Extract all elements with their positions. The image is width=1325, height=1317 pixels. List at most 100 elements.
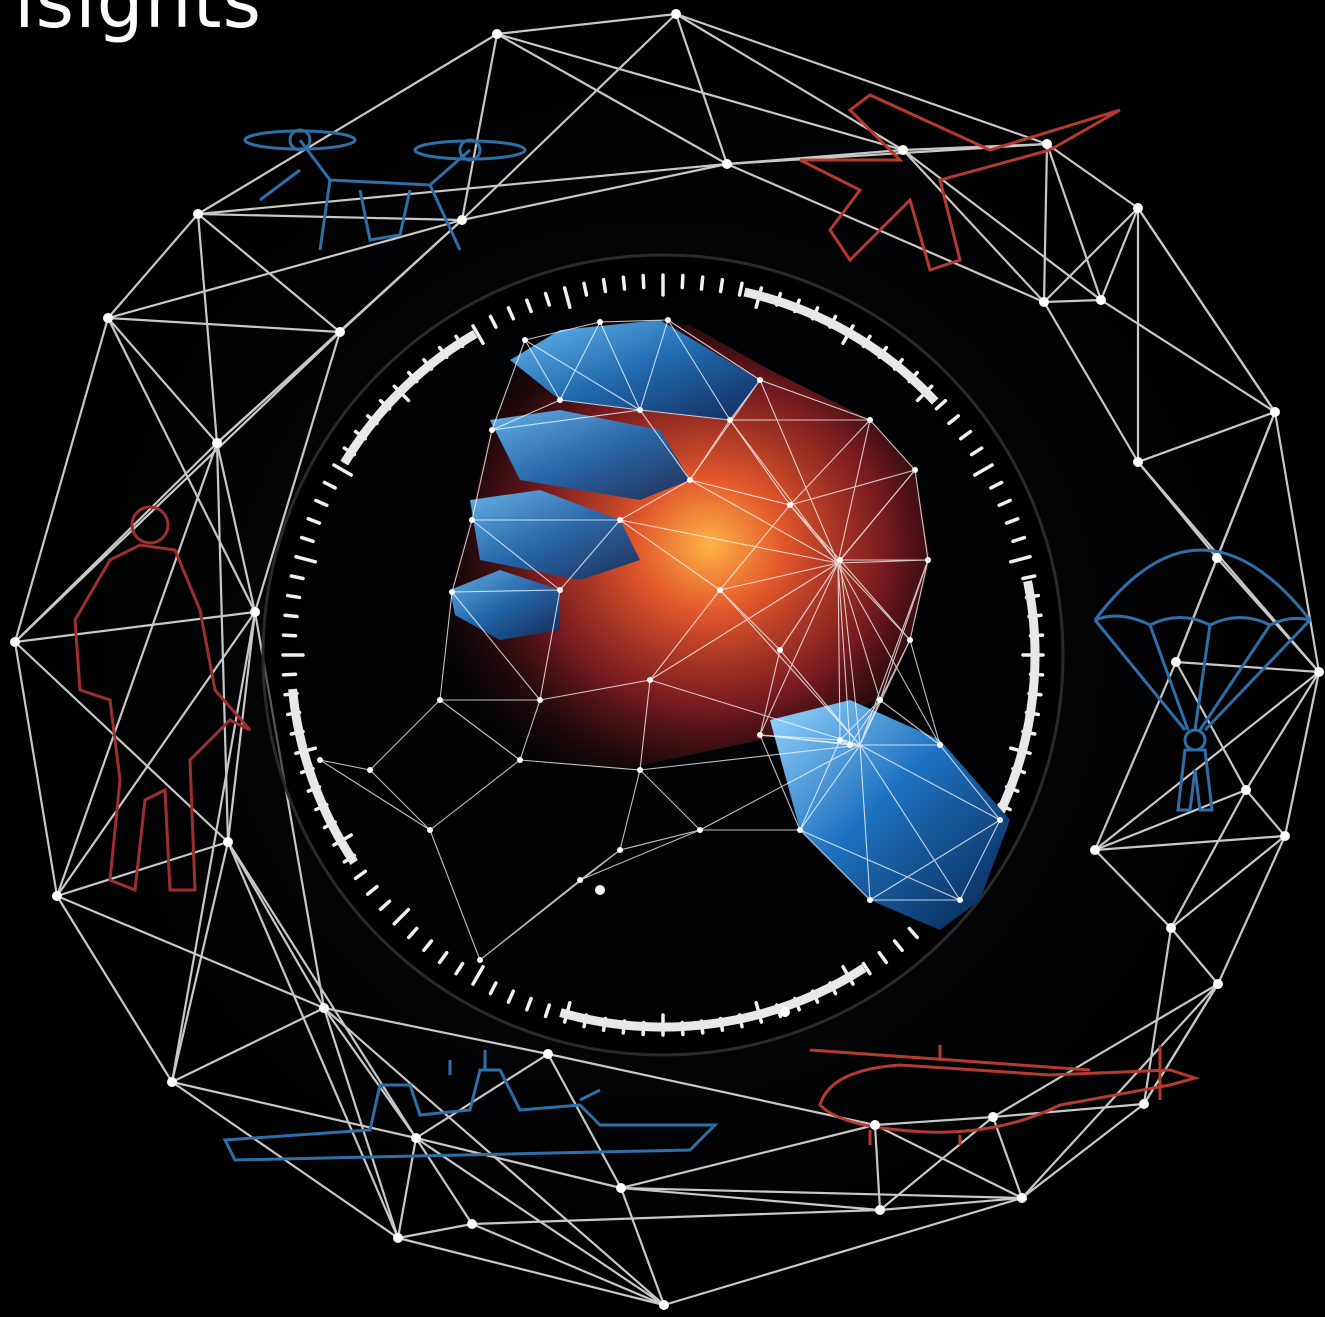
dial-tick [907, 926, 920, 940]
dial-tick [353, 869, 368, 881]
fist-mesh-edge [909, 639, 941, 746]
network-node [722, 159, 732, 169]
fist-mesh-edge [539, 679, 651, 701]
mesh-edge [107, 316, 341, 334]
dial-tick [699, 275, 705, 291]
fist-mesh-edge [639, 409, 731, 421]
fist-ray [759, 734, 861, 746]
fist-ray [859, 559, 929, 746]
fist-node [837, 737, 843, 743]
fist-ray [859, 744, 1001, 821]
fist-ray [837, 562, 851, 746]
network-node [212, 438, 222, 448]
mesh-edge [14, 641, 229, 843]
fist-mesh-edge [471, 519, 561, 591]
network-node [1133, 203, 1143, 213]
fist-mesh-edge [369, 769, 431, 831]
fist-ray [837, 562, 881, 701]
dial-tick [680, 273, 685, 290]
fist-mesh-edge [639, 769, 701, 831]
mesh-edge [547, 1052, 876, 1127]
fist-node [617, 847, 623, 853]
fist-mesh-edge [839, 559, 911, 641]
fist-mesh-edge [369, 699, 441, 771]
dial-tick [283, 613, 299, 619]
fist-mesh-edge [539, 589, 561, 701]
dial-tick [989, 480, 1004, 490]
fist-node [557, 397, 563, 403]
fist-mesh-edge [429, 759, 521, 831]
dial-tick [877, 950, 889, 965]
fist-mesh-edge [869, 819, 1001, 901]
dial-tick [958, 429, 973, 441]
soldier-silhouette-icon [73, 505, 252, 893]
fist-ray [759, 379, 839, 564]
helicopter-silhouette-icon [809, 1045, 1201, 1145]
fist-mesh-edge [429, 829, 481, 961]
network-node [492, 29, 502, 39]
mesh-edge [415, 1137, 473, 1225]
fist-node [797, 827, 803, 833]
mesh-edge [1099, 207, 1140, 301]
fist-ray [837, 562, 841, 741]
dial-tick [525, 996, 533, 1012]
dial-tick [1021, 574, 1037, 581]
dial-tick [621, 275, 627, 291]
fist-ray [779, 649, 861, 746]
fist-ray [729, 419, 839, 564]
network-node [467, 1219, 477, 1229]
fist-ray [837, 559, 929, 564]
fist-node [449, 589, 455, 595]
dial-tick [543, 291, 552, 307]
mesh-edge [879, 1116, 994, 1211]
network-node [411, 1133, 421, 1143]
dial-tick [365, 884, 379, 896]
network-node [898, 145, 908, 155]
fist-mesh-edge [729, 419, 791, 506]
mesh-edge [56, 895, 173, 1083]
fist-mesh-edge [619, 829, 701, 851]
dial-tick [422, 939, 434, 953]
fist-mesh-edge [839, 699, 881, 741]
fist-ray [799, 744, 861, 831]
mesh-edge [873, 1124, 882, 1211]
mesh-edge [1093, 661, 1178, 851]
dial-tick [1004, 517, 1020, 525]
mesh-edge [107, 317, 256, 613]
fist-mesh-edge [849, 699, 881, 746]
dial-tick [506, 306, 516, 321]
mesh-edge [226, 841, 400, 1239]
mesh-edge [170, 841, 230, 1083]
mesh-edge [496, 12, 677, 36]
network-node [1096, 295, 1106, 305]
mesh-edge [397, 1222, 473, 1240]
fist-ray [859, 744, 871, 901]
fist-ray [689, 479, 839, 564]
mesh-edge [253, 331, 342, 613]
fist-node [787, 502, 793, 508]
network-nodes [10, 9, 1324, 1310]
fist-mesh-edge [759, 649, 781, 736]
mesh-edge [1137, 207, 1276, 413]
mesh-edge [461, 13, 677, 221]
network-node [103, 313, 113, 323]
mesh-edge [14, 610, 256, 644]
mesh-edge [1046, 143, 1139, 209]
fist-node [637, 767, 643, 773]
dial-bracket [743, 287, 939, 405]
mesh-edge [196, 213, 219, 444]
network-node [1241, 785, 1251, 795]
network-node [1017, 1193, 1027, 1203]
fist-mesh-edge [879, 699, 941, 746]
mesh-edge [171, 1080, 417, 1140]
network-node [1213, 979, 1223, 989]
fist-node [537, 697, 543, 703]
mesh-edge [1021, 983, 1219, 1199]
mesh-edge [1042, 143, 1049, 303]
mesh-edge [1283, 671, 1321, 837]
mesh-edge [170, 611, 257, 1083]
dial-tick [289, 574, 305, 581]
fist-node [957, 897, 963, 903]
mesh-edge [1175, 661, 1247, 791]
